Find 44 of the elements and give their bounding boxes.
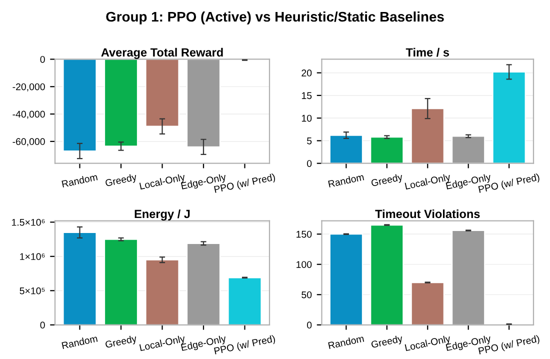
y-tick-label: 100 xyxy=(296,261,312,268)
bar xyxy=(329,234,364,325)
y-tick-label: 150 xyxy=(296,230,312,238)
bar xyxy=(104,238,138,325)
bar xyxy=(492,71,526,164)
y-tick-label: 5×10⁵ xyxy=(20,287,45,294)
bar xyxy=(329,134,364,164)
bar xyxy=(228,277,262,325)
chart-title: Time / s xyxy=(406,48,450,57)
bar xyxy=(452,230,486,325)
x-tick-label: Random xyxy=(62,173,98,188)
x-tick-label: Greedy xyxy=(370,334,404,350)
bar xyxy=(370,224,404,325)
y-tick-label: 1.5×10⁶ xyxy=(12,218,45,226)
y-tick-label: 0 xyxy=(307,322,312,329)
bar xyxy=(186,242,221,325)
bar xyxy=(370,136,404,164)
x-tick-label: Random xyxy=(62,334,98,350)
bar xyxy=(145,259,180,325)
y-tick-label: -40,000 xyxy=(12,110,45,119)
text: Group 1: PPO (Active) vs Heuristic/Static Baselines xyxy=(106,11,444,24)
x-tick-label: Random xyxy=(328,173,364,188)
y-tick-label: -20,000 xyxy=(12,83,45,92)
x-tick-label: Random xyxy=(328,334,364,350)
bar xyxy=(410,282,444,325)
chart-title: Timeout Violations xyxy=(375,209,480,218)
y-tick-label: 5 xyxy=(307,138,312,144)
bar xyxy=(410,108,444,164)
y-tick-label: 10 xyxy=(302,114,312,122)
y-tick-label: 0 xyxy=(307,160,312,167)
y-tick-label: 15 xyxy=(302,92,312,100)
x-tick-label: Greedy xyxy=(370,173,404,188)
y-tick-label: 50 xyxy=(302,291,312,298)
y-tick-label: 0 xyxy=(40,322,45,329)
y-tick-label: 1×10⁶ xyxy=(20,253,45,260)
y-tick-label: 0 xyxy=(40,56,45,63)
y-tick-label: -60,000 xyxy=(12,138,45,146)
bar xyxy=(452,136,486,164)
x-tick-label: Greedy xyxy=(104,334,138,350)
chart-title: Energy / J xyxy=(134,209,190,221)
y-tick-label: 20 xyxy=(302,70,312,76)
chart-title: Average Total Reward xyxy=(101,48,223,59)
bar xyxy=(62,232,97,325)
x-tick-label: Greedy xyxy=(104,173,138,188)
